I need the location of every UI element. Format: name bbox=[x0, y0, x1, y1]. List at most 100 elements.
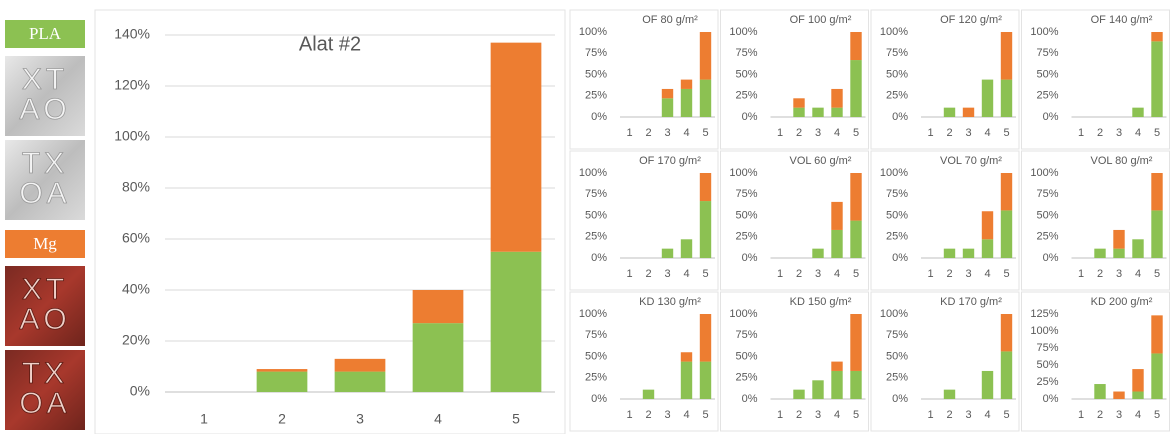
small-chart: 0% 25% 50% 75% 100% VOL 80 g/m² 1 2 3 4 5 bbox=[1021, 150, 1170, 291]
small-chart: 0% 25% 50% 75% 100% KD 170 g/m² 1 2 3 4 5 bbox=[870, 291, 1020, 432]
x-tick-label: 1 bbox=[927, 127, 933, 139]
y-tick-label: 75% bbox=[585, 188, 607, 200]
panel bbox=[569, 9, 719, 150]
bar-segment bbox=[490, 42, 542, 252]
bar-segment bbox=[1132, 239, 1144, 258]
bar-segment bbox=[812, 248, 824, 258]
bar-segment bbox=[1151, 210, 1163, 258]
bar-segment bbox=[981, 370, 994, 399]
x-tick-label: 3 bbox=[1116, 268, 1122, 280]
legend-label: PLA bbox=[29, 24, 62, 43]
x-tick-label: 5 bbox=[702, 409, 708, 421]
x-tick-label: 1 bbox=[777, 268, 783, 280]
y-tick-label: 25% bbox=[886, 90, 908, 102]
x-tick-label: 4 bbox=[984, 409, 990, 421]
y-tick-label: 0% bbox=[1043, 393, 1059, 405]
y-tick-label: 50% bbox=[585, 209, 607, 221]
bar-segment bbox=[699, 79, 712, 117]
small-chart: 0% 25% 50% 75% 100% KD 130 g/m² 1 2 3 4 5 bbox=[569, 291, 719, 432]
x-tick-label: 4 bbox=[1135, 268, 1141, 280]
y-tick-label: 75% bbox=[735, 47, 757, 59]
bar-segment bbox=[850, 60, 862, 117]
x-tick-label: 5 bbox=[702, 268, 708, 280]
y-tick-label: 60% bbox=[122, 230, 150, 246]
bar-segment bbox=[1113, 248, 1125, 258]
x-tick-label: 3 bbox=[664, 409, 670, 421]
small-chart: 0% 25% 50% 75% 100% VOL 60 g/m² 1 2 3 4 5 bbox=[720, 150, 869, 291]
x-tick-label: 2 bbox=[946, 268, 952, 280]
small-chart: 0% 25% 50% 75% 100% OF 170 g/m² 1 2 3 4 5 bbox=[569, 150, 719, 291]
bar-segment bbox=[1094, 248, 1106, 258]
bar-segment bbox=[850, 32, 862, 61]
y-tick-label: 100% bbox=[729, 167, 757, 179]
panel bbox=[870, 9, 1020, 150]
x-tick-label: 2 bbox=[796, 409, 802, 421]
bar-segment bbox=[793, 107, 805, 117]
y-tick-label: 25% bbox=[735, 372, 757, 384]
bar-segment bbox=[699, 314, 712, 362]
chart-title: VOL 80 g/m² bbox=[1091, 155, 1153, 167]
bar-segment bbox=[943, 248, 956, 258]
bar-segment bbox=[831, 229, 843, 258]
sample-text: OA bbox=[19, 177, 70, 210]
panel bbox=[870, 291, 1020, 432]
chart-title: OF 100 g/m² bbox=[790, 14, 852, 26]
y-tick-label: 100% bbox=[1030, 167, 1058, 179]
y-tick-label: 75% bbox=[886, 329, 908, 341]
y-tick-label: 75% bbox=[1036, 47, 1058, 59]
y-tick-label: 75% bbox=[886, 188, 908, 200]
bar-segment bbox=[412, 323, 464, 392]
bar-segment bbox=[1094, 384, 1106, 399]
bar-segment bbox=[661, 88, 674, 99]
x-tick-label: 2 bbox=[645, 268, 651, 280]
x-tick-label: 4 bbox=[683, 409, 689, 421]
panel bbox=[720, 9, 869, 150]
y-tick-label: 100% bbox=[579, 167, 607, 179]
bar-segment bbox=[1000, 32, 1013, 80]
chart-title: KD 170 g/m² bbox=[940, 296, 1002, 308]
sample-text: TX bbox=[22, 357, 68, 390]
bar-segment bbox=[334, 371, 386, 392]
x-tick-label: 1 bbox=[626, 268, 632, 280]
x-tick-label: 4 bbox=[683, 268, 689, 280]
y-tick-label: 100% bbox=[880, 167, 908, 179]
x-tick-label: 1 bbox=[927, 409, 933, 421]
bar-segment bbox=[793, 98, 805, 108]
y-tick-label: 50% bbox=[735, 350, 757, 362]
x-tick-label: 5 bbox=[1003, 409, 1009, 421]
x-tick-label: 5 bbox=[512, 411, 520, 427]
bar-segment bbox=[256, 369, 308, 372]
y-tick-label: 25% bbox=[1036, 376, 1058, 388]
chart-title: KD 130 g/m² bbox=[639, 296, 701, 308]
bar-segment bbox=[699, 32, 712, 80]
small-chart: 0% 25% 50% 75% 100% OF 140 g/m² 1 2 3 4 5 bbox=[1021, 9, 1170, 150]
bar-segment bbox=[793, 389, 805, 399]
x-tick-label: 3 bbox=[664, 127, 670, 139]
bar-segment bbox=[831, 370, 843, 399]
x-tick-label: 5 bbox=[1154, 409, 1160, 421]
y-tick-label: 0% bbox=[892, 252, 908, 264]
y-tick-label: 0% bbox=[892, 111, 908, 123]
sample-text: OA bbox=[19, 387, 70, 420]
bar-segment bbox=[1000, 173, 1013, 211]
x-tick-label: 3 bbox=[965, 127, 971, 139]
y-tick-label: 25% bbox=[886, 372, 908, 384]
x-tick-label: 1 bbox=[927, 268, 933, 280]
bar-segment bbox=[943, 389, 956, 399]
bar-segment bbox=[1151, 173, 1163, 211]
bar-segment bbox=[1000, 314, 1013, 352]
legend-label: Mg bbox=[33, 234, 57, 253]
y-tick-label: 0% bbox=[1043, 111, 1059, 123]
small-chart: 0% 25% 50% 75% 100% 125% KD 200 g/m² 1 2 3 4 5 bbox=[1021, 291, 1170, 432]
bar-segment bbox=[812, 380, 824, 399]
bar-segment bbox=[831, 201, 843, 230]
x-tick-label: 5 bbox=[1003, 127, 1009, 139]
bar-segment bbox=[1151, 315, 1163, 354]
x-tick-label: 1 bbox=[777, 127, 783, 139]
x-tick-label: 1 bbox=[777, 409, 783, 421]
bar-segment bbox=[412, 290, 464, 324]
x-tick-label: 4 bbox=[984, 268, 990, 280]
bar-segment bbox=[831, 88, 843, 108]
